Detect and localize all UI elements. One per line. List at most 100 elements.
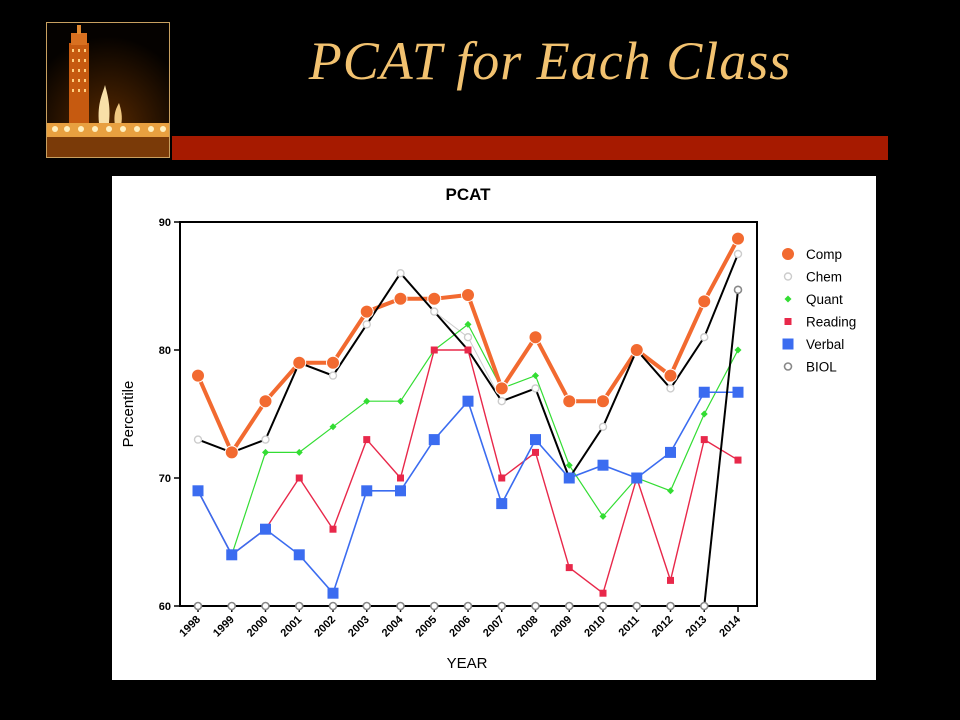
data-point-biol: [362, 601, 372, 611]
series-line-quant: [197, 323, 739, 557]
data-point-reading: [363, 436, 371, 444]
data-point-biol: [666, 601, 675, 611]
data-point-verbal: [698, 386, 710, 398]
series-line-biol: [703, 289, 739, 607]
data-point-biol: [632, 601, 642, 611]
data-point-comp: [258, 394, 273, 409]
data-point-biol: [463, 601, 473, 611]
x-tick-label: 2009: [549, 614, 575, 640]
legend-marker-reading: [784, 318, 792, 325]
x-tick-label: 2003: [346, 614, 372, 640]
data-point-chem: [531, 384, 540, 393]
data-point-biol: [396, 601, 405, 611]
data-point-comp: [427, 291, 442, 306]
x-tick-label: 2010: [582, 614, 608, 640]
x-tick-label: 2008: [515, 614, 541, 640]
data-point-comp: [663, 368, 678, 383]
data-point-quant: [295, 448, 303, 456]
data-point-quant: [734, 346, 742, 354]
data-point-reading: [295, 474, 303, 482]
plot-frame: [179, 221, 758, 607]
data-point-quant: [329, 423, 337, 431]
x-tick-label: 2002: [312, 614, 338, 640]
data-point-biol: [733, 285, 743, 295]
y-tick-label: 80: [159, 345, 171, 357]
data-point-reading: [464, 346, 472, 354]
data-point-comp: [629, 343, 644, 357]
data-point-quant: [667, 487, 674, 495]
data-point-comp: [528, 330, 543, 345]
legend-label-reading: Reading: [806, 315, 856, 330]
data-point-quant: [565, 461, 573, 469]
x-tick-label: 2007: [481, 614, 507, 640]
legend-label-chem: Chem: [806, 270, 842, 285]
x-tick-label: 2004: [380, 613, 406, 639]
x-tick-label: 1999: [211, 614, 237, 640]
data-point-chem: [497, 396, 506, 406]
legend-marker-biol: [783, 362, 793, 371]
data-point-biol: [328, 601, 338, 611]
series-line-comp: [196, 237, 740, 457]
data-point-verbal: [260, 523, 271, 535]
data-point-verbal: [192, 485, 204, 497]
series-line-verbal: [197, 391, 738, 595]
y-tick-label: 90: [159, 217, 171, 229]
x-tick-label: 2005: [414, 614, 440, 640]
data-point-verbal: [293, 549, 305, 561]
data-point-quant: [397, 397, 404, 405]
x-tick-label: 2013: [684, 614, 710, 640]
data-point-reading: [498, 474, 506, 482]
data-point-quant: [363, 397, 371, 405]
data-point-reading: [667, 576, 674, 584]
data-point-verbal: [361, 485, 373, 497]
legend-label-biol: BIOL: [806, 360, 837, 375]
data-point-biol: [699, 601, 709, 611]
data-point-comp: [224, 445, 239, 460]
data-point-chem: [733, 249, 743, 259]
data-point-biol: [227, 601, 237, 611]
data-point-chem: [261, 435, 270, 444]
data-point-chem: [193, 435, 203, 444]
y-axis-label: Percentile: [120, 381, 137, 448]
data-point-reading: [599, 589, 607, 597]
data-point-verbal: [530, 434, 541, 446]
x-tick-label: 2014: [717, 613, 743, 639]
data-point-quant: [532, 372, 539, 380]
data-point-chem: [396, 268, 405, 278]
pcat-chart: PCAT Percentile YEAR 60 70 80 90 1998 1999 200…: [120, 185, 856, 672]
data-point-verbal: [428, 434, 440, 446]
data-point-quant: [700, 410, 708, 418]
data-point-chem: [666, 384, 675, 393]
data-point-verbal: [631, 472, 643, 484]
data-point-comp: [359, 304, 374, 319]
data-point-reading: [329, 525, 337, 533]
data-point-reading: [700, 436, 708, 444]
data-point-reading: [397, 474, 404, 482]
x-tick-label: 2006: [447, 614, 473, 640]
data-point-verbal: [496, 498, 508, 510]
data-point-biol: [531, 601, 540, 611]
y-tick-label: 60: [159, 601, 171, 613]
legend-marker-chem: [783, 272, 793, 281]
data-point-chem: [328, 371, 338, 380]
x-tick-label: 2000: [245, 614, 271, 640]
data-point-comp: [326, 355, 340, 370]
data-point-quant: [464, 320, 472, 328]
data-point-comp: [697, 294, 712, 309]
data-point-biol: [564, 601, 574, 611]
legend-marker-comp: [781, 247, 795, 261]
y-tick-label: 70: [159, 473, 171, 485]
data-point-reading: [430, 346, 438, 354]
data-point-quant: [599, 512, 607, 520]
title-bar: [172, 136, 888, 160]
data-point-biol: [261, 601, 270, 611]
data-point-biol: [429, 601, 439, 611]
data-point-comp: [596, 394, 610, 409]
data-point-comp: [461, 287, 475, 302]
chart-panel: PCAT Percentile YEAR 60 70 80 90 1998 1999 200…: [112, 176, 876, 680]
legend-label-verbal: Verbal: [806, 337, 844, 352]
x-tick-label: 1998: [177, 614, 203, 640]
data-point-biol: [598, 601, 608, 611]
data-point-verbal: [597, 459, 609, 471]
data-point-biol: [497, 601, 507, 611]
